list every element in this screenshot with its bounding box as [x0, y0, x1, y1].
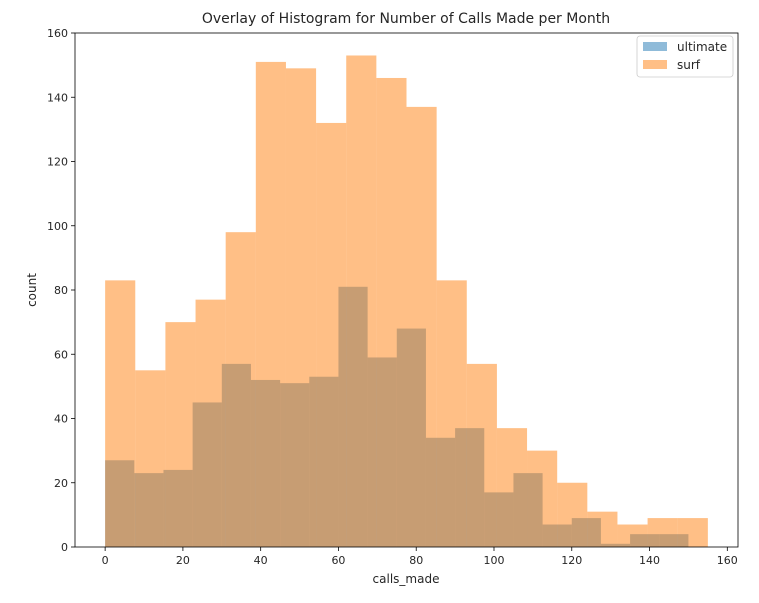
surf-bars — [105, 55, 708, 548]
legend: ultimate surf — [636, 35, 734, 78]
y-tick-label: 40 — [54, 413, 68, 426]
x-tick-label: 140 — [639, 554, 660, 567]
bar-surf-12 — [466, 363, 497, 547]
x-tick-label: 120 — [561, 554, 582, 567]
x-tick-label: 20 — [176, 554, 190, 567]
bar-surf-16 — [587, 511, 618, 547]
bar-surf-5 — [255, 61, 286, 547]
bar-surf-11 — [436, 280, 467, 547]
bar-surf-4 — [225, 232, 256, 548]
y-axis-label: count — [25, 273, 39, 307]
y-tick-label: 120 — [47, 156, 68, 169]
y-tick-label: 100 — [47, 220, 68, 233]
x-tick-label: 160 — [717, 554, 738, 567]
legend-label-surf: surf — [677, 58, 701, 72]
bar-surf-18 — [647, 518, 678, 547]
bar-surf-0 — [105, 280, 136, 547]
bar-surf-2 — [165, 322, 196, 547]
x-tick-label: 0 — [102, 554, 109, 567]
y-tick-label: 140 — [47, 91, 68, 104]
bar-surf-8 — [346, 55, 377, 548]
y-axis-ticks: 0 20 40 60 80 100 120 140 160 — [47, 27, 75, 554]
y-tick-label: 80 — [54, 284, 68, 297]
bar-surf-13 — [496, 428, 528, 547]
bar-surf-15 — [557, 482, 588, 547]
chart-title: Overlay of Histogram for Number of Calls… — [202, 11, 610, 27]
bar-surf-14 — [527, 450, 558, 547]
x-tick-label: 40 — [254, 554, 268, 567]
bar-surf-9 — [376, 77, 407, 547]
y-tick-label: 160 — [47, 27, 68, 40]
bar-surf-3 — [195, 299, 226, 547]
y-tick-label: 20 — [54, 477, 68, 490]
legend-label-ultimate: ultimate — [677, 40, 727, 54]
x-tick-label: 80 — [409, 554, 423, 567]
x-axis-label: calls_made — [373, 572, 440, 586]
bar-surf-10 — [406, 106, 437, 547]
x-tick-label: 60 — [331, 554, 345, 567]
y-tick-label: 0 — [61, 541, 68, 554]
bar-surf-7 — [316, 122, 347, 547]
bar-surf-6 — [285, 68, 317, 548]
bar-surf-1 — [135, 370, 166, 547]
legend-swatch-ultimate — [643, 42, 667, 51]
bar-surf-19 — [677, 518, 708, 547]
y-tick-label: 60 — [54, 348, 68, 361]
x-tick-label: 100 — [483, 554, 504, 567]
x-axis-ticks: 0 20 40 60 80 100 120 140 160 — [102, 547, 738, 567]
legend-swatch-surf — [643, 60, 667, 69]
bar-surf-17 — [617, 524, 648, 547]
